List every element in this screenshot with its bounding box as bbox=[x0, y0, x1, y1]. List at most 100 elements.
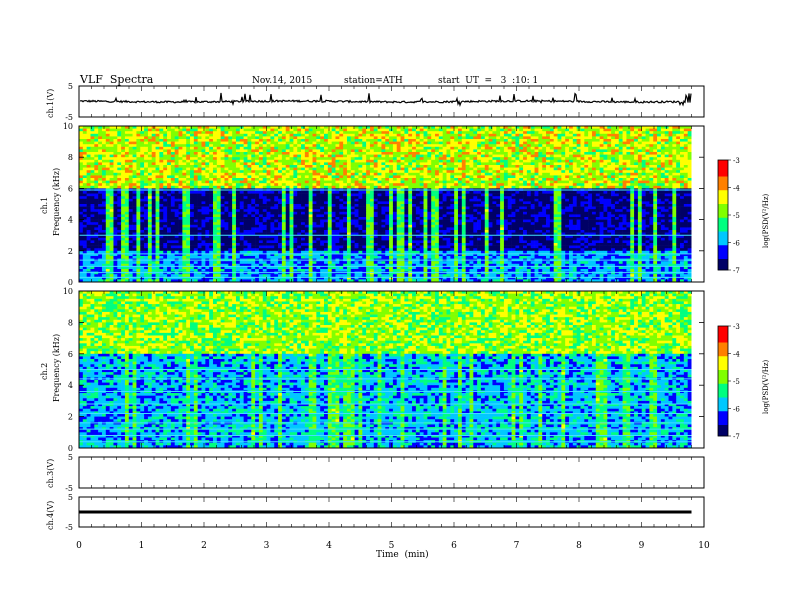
colorbar2-swatch bbox=[718, 372, 728, 376]
x-tick-label: 2 bbox=[201, 541, 207, 551]
ch4-wave-ylabel: ch.4(V) bbox=[46, 500, 55, 530]
colorbar1-swatch bbox=[718, 223, 728, 227]
ch3-wave-ytick-label: 5 bbox=[68, 453, 73, 462]
ch1-spec-ylabel-1: ch.1 bbox=[40, 196, 49, 214]
colorbar1-swatch bbox=[718, 228, 728, 232]
colorbar2-swatch bbox=[718, 386, 728, 390]
colorbar1-swatch bbox=[718, 195, 728, 199]
x-tick-label: 8 bbox=[576, 541, 582, 551]
colorbar1-tick-label: -7 bbox=[733, 267, 740, 275]
colorbar1-swatch bbox=[718, 201, 728, 205]
colorbar1-swatch bbox=[718, 250, 728, 254]
colorbar1-swatch bbox=[718, 220, 728, 224]
colorbar1-swatch bbox=[718, 162, 728, 166]
colorbar2-swatch bbox=[718, 408, 728, 412]
x-tick-label: 5 bbox=[389, 541, 395, 551]
colorbar2-swatch bbox=[718, 422, 728, 426]
colorbar1-swatch bbox=[718, 259, 728, 263]
colorbar2-swatch bbox=[718, 328, 728, 332]
colorbar2-swatch bbox=[718, 403, 728, 407]
colorbar2-swatch bbox=[718, 375, 728, 379]
colorbar2-swatch bbox=[718, 361, 728, 365]
colorbar2-swatch bbox=[718, 359, 728, 363]
colorbar2-swatch bbox=[718, 356, 728, 360]
ch2-spectrogram-ytick-label: 2 bbox=[68, 413, 73, 422]
colorbar2-swatch bbox=[718, 392, 728, 396]
colorbar1-swatch bbox=[718, 231, 728, 235]
colorbar2-swatch bbox=[718, 326, 728, 330]
colorbar2-tick-label: -5 bbox=[733, 378, 740, 386]
ch1-spectrogram-ytick-label: 6 bbox=[68, 184, 73, 193]
colorbar2-swatch bbox=[718, 405, 728, 409]
colorbar2-swatch bbox=[718, 378, 728, 382]
colorbar2-swatch bbox=[718, 367, 728, 371]
ch1-spectrogram-ytick-label: 8 bbox=[68, 153, 73, 162]
colorbar2-swatch bbox=[718, 364, 728, 368]
colorbar1-swatch bbox=[718, 171, 728, 175]
station-label: station=ATH bbox=[344, 76, 403, 86]
x-tick-label: 10 bbox=[698, 541, 710, 551]
colorbar2-swatch bbox=[718, 331, 728, 335]
colorbar1-swatch bbox=[718, 217, 728, 221]
ch3-wave-ytick-label: -5 bbox=[65, 484, 73, 493]
colorbar1-swatch bbox=[718, 168, 728, 172]
ch2-spectrogram-ytick-label: 8 bbox=[68, 318, 73, 327]
colorbar1-tick-label: -4 bbox=[733, 185, 740, 193]
ch3-wave-ylabel: ch.3(V) bbox=[46, 458, 55, 488]
ch4-wave-ytick-label: -5 bbox=[65, 523, 73, 532]
ch1-spectrogram-no-data bbox=[691, 126, 704, 282]
colorbar2-swatch bbox=[718, 348, 728, 352]
colorbar1-swatch bbox=[718, 226, 728, 230]
colorbar2-swatch bbox=[718, 427, 728, 431]
colorbar1-swatch bbox=[718, 234, 728, 238]
colorbar2-swatch bbox=[718, 339, 728, 343]
colorbar1-swatch bbox=[718, 212, 728, 216]
x-tick-label: 4 bbox=[326, 541, 332, 551]
colorbar2-swatch bbox=[718, 430, 728, 434]
ch4-wave-ytick-label: 5 bbox=[68, 493, 73, 502]
ch2-spectrogram-no-data bbox=[691, 291, 704, 448]
colorbar2-swatch bbox=[718, 337, 728, 341]
colorbar1-swatch bbox=[718, 239, 728, 243]
ch2-spec-ylabel-1: ch.2 bbox=[40, 362, 49, 380]
ch1-spectrogram-ytick-label: 10 bbox=[63, 122, 73, 131]
colorbar1-tick-label: -3 bbox=[733, 157, 740, 165]
colorbar2-swatch bbox=[718, 334, 728, 338]
colorbar1-swatch bbox=[718, 204, 728, 208]
x-tick-label: 6 bbox=[451, 541, 457, 551]
colorbar2-tick-label: -4 bbox=[733, 351, 740, 359]
colorbar1-swatch bbox=[718, 242, 728, 246]
colorbar2-swatch bbox=[718, 433, 728, 437]
colorbar2-swatch bbox=[718, 397, 728, 401]
colorbar2-tick-label: -3 bbox=[733, 323, 740, 331]
colorbar2-swatch bbox=[718, 414, 728, 418]
colorbar2-swatch bbox=[718, 381, 728, 385]
colorbar1-swatch bbox=[718, 184, 728, 188]
x-tick-label: 7 bbox=[514, 541, 520, 551]
colorbar1-swatch bbox=[718, 215, 728, 219]
colorbar1-swatch bbox=[718, 253, 728, 257]
colorbar2-swatch bbox=[718, 400, 728, 404]
colorbar2-swatch bbox=[718, 389, 728, 393]
colorbar2-swatch bbox=[718, 370, 728, 374]
colorbar1-swatch bbox=[718, 206, 728, 210]
colorbar1-swatch bbox=[718, 267, 728, 271]
colorbar1-swatch bbox=[718, 264, 728, 268]
colorbar1-swatch bbox=[718, 187, 728, 191]
colorbar2-swatch bbox=[718, 425, 728, 429]
ch1-wave-ytick-label: 5 bbox=[68, 82, 73, 91]
colorbar2-label: log(PSD(V²/Hz) bbox=[762, 359, 770, 414]
ch1-spectrogram-ytick-label: 0 bbox=[68, 278, 73, 287]
colorbar2-swatch bbox=[718, 353, 728, 357]
colorbar1-swatch bbox=[718, 182, 728, 186]
colorbar2-tick-label: -7 bbox=[733, 433, 740, 441]
colorbar1-swatch bbox=[718, 165, 728, 169]
colorbar1-swatch bbox=[718, 179, 728, 183]
colorbar1-swatch bbox=[718, 176, 728, 180]
ch1-spectrogram-ytick-label: 2 bbox=[68, 247, 73, 256]
colorbar2-swatch bbox=[718, 419, 728, 423]
date-label: Nov.14, 2015 bbox=[252, 76, 313, 86]
ch2-spectrogram-ytick-label: 6 bbox=[68, 350, 73, 359]
colorbar2-swatch bbox=[718, 411, 728, 415]
colorbar1-swatch bbox=[718, 160, 728, 164]
